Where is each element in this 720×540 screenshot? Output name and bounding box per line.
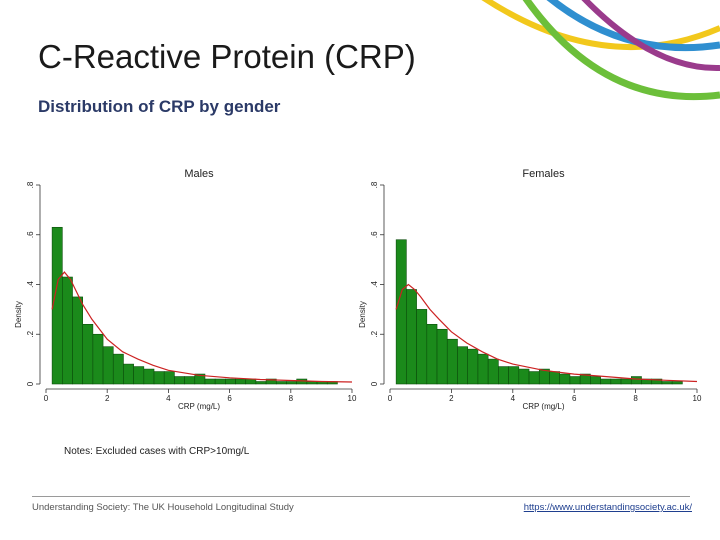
x-tick-label: 6 xyxy=(227,394,232,403)
histogram-bar xyxy=(436,328,448,385)
y-tick-label: .6 xyxy=(370,231,379,238)
histogram-bar xyxy=(610,378,622,385)
y-tick-label: 0 xyxy=(370,381,379,386)
histogram-bar xyxy=(416,309,428,385)
histogram-bar xyxy=(51,226,63,385)
y-tick-label: 0 xyxy=(26,381,35,386)
histogram-bar xyxy=(426,323,438,385)
y-tick-label: .2 xyxy=(26,330,35,337)
arc-blue xyxy=(546,0,720,52)
histogram-bar xyxy=(446,338,458,385)
y-axis-label: Density xyxy=(358,301,367,328)
x-tick-label: 0 xyxy=(44,394,49,403)
histogram-bar xyxy=(92,333,104,385)
histogram-bar xyxy=(559,373,571,385)
arc-yellow xyxy=(481,0,720,51)
histogram-bar xyxy=(518,368,530,385)
histogram-bar xyxy=(661,381,673,385)
histogram-bar xyxy=(153,371,165,385)
histogram-bar xyxy=(508,366,520,385)
histogram-bar xyxy=(600,378,612,385)
histogram-bar xyxy=(630,376,642,385)
x-tick-label: 4 xyxy=(511,394,516,403)
histogram-bar xyxy=(143,368,155,385)
histogram-bar xyxy=(225,378,236,385)
histogram-bar xyxy=(62,276,73,385)
histogram-bar xyxy=(467,348,479,385)
slide-subtitle: Distribution of CRP by gender xyxy=(38,97,281,116)
histogram-bar xyxy=(487,358,499,385)
chart-title: Males xyxy=(184,168,214,180)
y-tick-label: .4 xyxy=(370,281,379,288)
x-tick-label: 10 xyxy=(348,394,357,403)
chart-panel-females: Females 0 .2 .4 .6 .8 Density 0 2 4 6 8 10 CRP (mg/L) xyxy=(358,168,702,411)
x-tick-label: 6 xyxy=(572,394,577,403)
histogram-bar xyxy=(395,239,407,385)
histogram-bar xyxy=(123,363,134,385)
x-axis-label: CRP (mg/L) xyxy=(522,402,564,411)
histogram-bar xyxy=(235,378,247,385)
density-curve xyxy=(395,283,698,383)
histogram-bar xyxy=(569,376,581,385)
y-tick-label: .2 xyxy=(370,330,379,337)
x-tick-label: 8 xyxy=(289,394,294,403)
chart-notes: Notes: Excluded cases with CRP>10mg/L xyxy=(64,446,250,457)
x-tick-label: 8 xyxy=(633,394,638,403)
histogram-bar xyxy=(498,366,509,385)
slide-title: C-Reactive Protein (CRP) xyxy=(38,38,416,75)
histogram-bar xyxy=(204,378,216,385)
footer-study-name: Understanding Society: The UK Household … xyxy=(32,502,294,513)
x-tick-label: 0 xyxy=(388,394,393,403)
histogram-bar xyxy=(112,353,124,385)
histogram-bar xyxy=(671,381,683,385)
histogram-bar xyxy=(102,346,114,385)
y-tick-label: .6 xyxy=(26,231,35,238)
histogram-bar xyxy=(549,371,561,385)
histogram-bar xyxy=(255,381,267,385)
x-axis-label: CRP (mg/L) xyxy=(178,402,220,411)
histogram-bar xyxy=(528,371,540,385)
histogram-bar xyxy=(275,381,287,385)
histogram-bar xyxy=(457,346,469,385)
histogram-bar xyxy=(286,381,297,385)
histogram-bar xyxy=(590,376,601,385)
y-tick-label: .4 xyxy=(26,281,35,288)
histogram-bar xyxy=(133,366,145,385)
histogram-bar xyxy=(82,323,94,385)
chart-title: Females xyxy=(522,168,565,180)
histogram-bar xyxy=(163,371,175,385)
histogram-bar xyxy=(214,378,226,385)
x-tick-label: 4 xyxy=(166,394,171,403)
footer-link[interactable]: https://www.understandingsociety.ac.uk/ xyxy=(523,502,692,513)
y-tick-label: .8 xyxy=(370,181,379,188)
y-axis-label: Density xyxy=(14,301,23,328)
arc-purple xyxy=(581,0,720,72)
x-tick-label: 2 xyxy=(449,394,454,403)
histogram-bar xyxy=(174,376,185,385)
histogram-bar xyxy=(184,376,196,385)
arc-green xyxy=(522,0,720,101)
histogram-bar xyxy=(72,296,83,385)
histogram-bar xyxy=(620,378,632,385)
footer-divider xyxy=(32,496,690,497)
histogram-bar xyxy=(406,289,417,385)
x-tick-label: 2 xyxy=(105,394,110,403)
x-tick-label: 10 xyxy=(693,394,702,403)
density-curve xyxy=(51,271,353,383)
chart-panel-males: Males 0 .2 .4 .6 .8 Density 0 2 4 6 8 10 CRP (mg/L) xyxy=(14,168,357,411)
y-tick-label: .8 xyxy=(26,181,35,188)
histogram-bar xyxy=(477,353,489,385)
